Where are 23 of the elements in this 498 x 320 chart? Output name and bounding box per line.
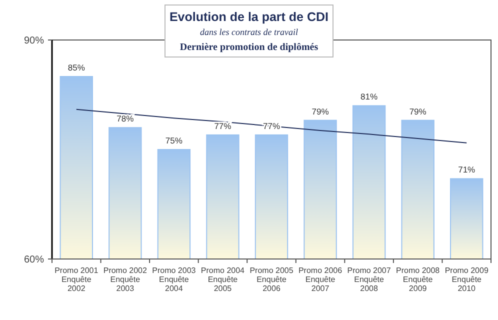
x-tick-label: Promo 2001 Enquête 2002: [54, 266, 99, 293]
x-tick-label: Promo 2009 Enquête 2010: [444, 266, 489, 293]
y-tick-label: 60%: [24, 254, 44, 266]
data-label: 81%: [360, 92, 378, 102]
line-series: [76, 108, 468, 144]
data-label: 77%: [214, 120, 232, 131]
x-tick-label: Promo 2006 Enquête 2007: [298, 266, 343, 293]
data-label: 71%: [458, 164, 476, 175]
chart-title: Evolution de la part de CDI: [169, 10, 329, 24]
x-tick-label: Promo 2008 Enquête 2009: [396, 266, 440, 293]
chart-subtitle: dans les contrats de travail: [200, 27, 298, 37]
data-label: 79%: [312, 106, 330, 116]
y-tick-label: 90%: [24, 36, 44, 46]
annotation: Dernière promotion de diplômés: [180, 42, 318, 53]
data-label: 75%: [165, 136, 183, 146]
x-tick-label: Promo 2007 Enquête 2008: [347, 266, 392, 293]
x-tick-label: Promo 2004 Enquête 2005: [200, 266, 246, 293]
data-label: 85%: [68, 62, 86, 72]
x-tick-label: Promo 2005 Enquête 2006: [250, 266, 294, 293]
x-tick-label: Promo 2002 Enquête 2003: [103, 266, 148, 293]
data-label: 79%: [409, 106, 427, 116]
x-tick-label: Promo 2003 Enquête 2004: [152, 266, 196, 293]
data-label: 78%: [116, 114, 134, 124]
